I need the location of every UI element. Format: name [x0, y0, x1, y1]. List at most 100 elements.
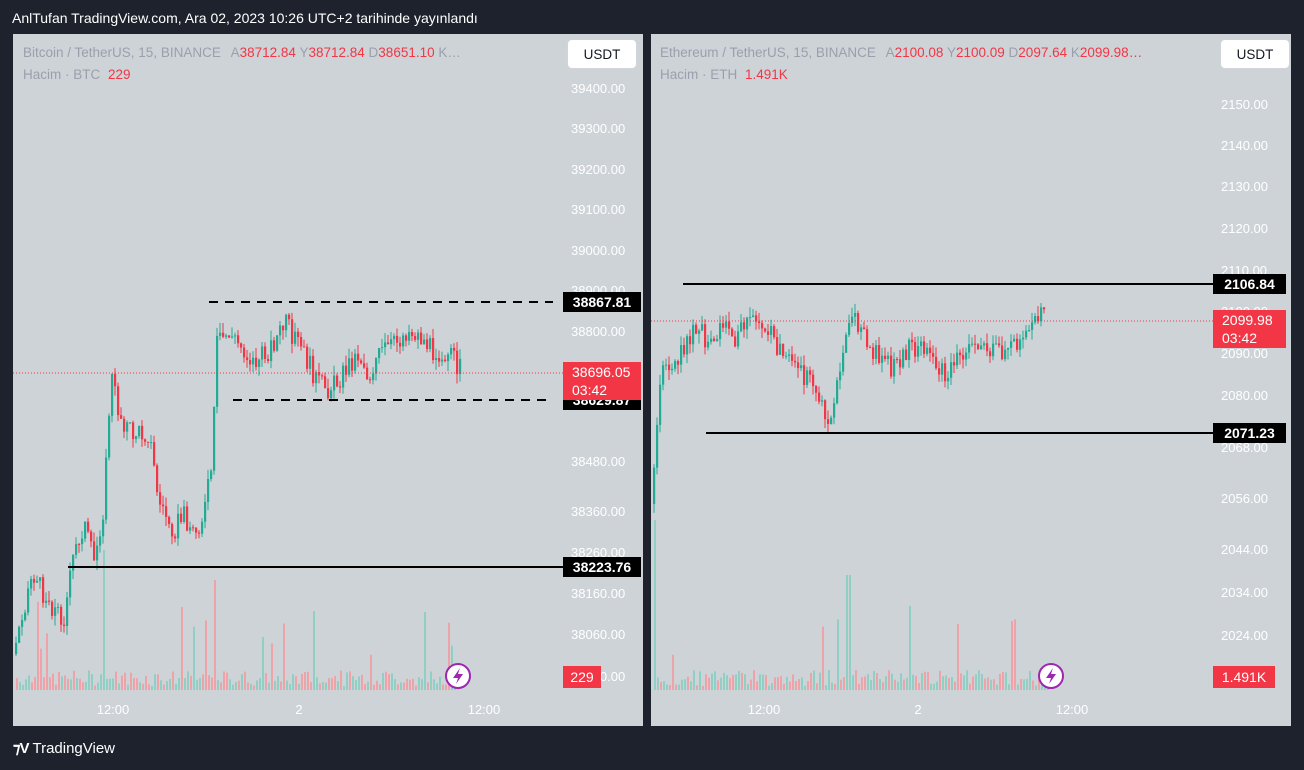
eth-currency-button[interactable]: USDT	[1220, 39, 1290, 69]
btc-volume-bar	[145, 676, 147, 690]
tradingview-logo[interactable]: ⁊V TradingView	[13, 739, 115, 757]
btc-candle-body	[324, 376, 327, 389]
btc-candle-body	[57, 606, 60, 608]
btc-candle-body	[375, 358, 378, 374]
eth-candle-body	[959, 352, 962, 356]
btc-candle-body	[315, 371, 318, 384]
btc-candle-body	[33, 578, 36, 583]
btc-candle-body	[144, 439, 147, 442]
eth-volume-bar	[1023, 679, 1025, 690]
btc-candle-body	[432, 338, 435, 360]
btc-volume-bar	[277, 676, 279, 690]
eth-candle-body	[920, 341, 923, 347]
btc-volume-bar	[226, 672, 228, 690]
btc-candle-body	[246, 357, 249, 361]
eth-candle-body	[848, 322, 851, 335]
btc-candle-body	[105, 457, 108, 520]
btc-candle-body	[402, 335, 405, 347]
eth-volume-bar	[771, 683, 773, 690]
eth-volume-bar	[963, 675, 965, 690]
eth-candle-body	[854, 313, 857, 317]
btc-candle-body	[288, 314, 291, 320]
btc-volume-bar	[415, 685, 417, 690]
eth-candle-body	[752, 315, 755, 318]
btc-candle-body	[309, 355, 312, 369]
btc-volume-badge-label: 229	[570, 669, 594, 685]
btc-legend-row: Bitcoin / TetherUS, 15, BINANCE A38712.8…	[23, 45, 461, 60]
btc-y-tick-label: 38060.00	[571, 627, 625, 642]
eth-level-badge	[1213, 274, 1286, 294]
eth-candle-body	[1004, 349, 1007, 360]
btc-candle-body	[456, 350, 459, 375]
btc-candle-body	[138, 425, 141, 437]
btc-candle-body	[429, 338, 432, 350]
btc-volume-bar	[106, 678, 108, 690]
btc-volume-bar	[406, 678, 408, 690]
btc-volume-bar	[412, 678, 414, 690]
btc-candle-body	[396, 335, 399, 343]
eth-volume-bar	[678, 684, 680, 690]
eth-candle-body	[923, 341, 926, 354]
eth-volume-bar	[936, 681, 938, 690]
eth-candle-body	[707, 341, 710, 348]
eth-candle-body	[701, 324, 704, 331]
btc-chart-panel[interactable]: 39400.00 39300.00 39200.00 39100.00 39000.00…	[13, 34, 643, 726]
eth-volume-bar	[993, 679, 995, 690]
btc-ohlc-a: 38712.84	[239, 45, 296, 60]
btc-candle-body	[384, 342, 387, 348]
btc-candle-body	[87, 521, 90, 532]
btc-candle-body	[102, 519, 105, 537]
btc-volume-bar	[142, 683, 144, 690]
eth-candle-body	[686, 336, 689, 355]
eth-chart-panel[interactable]: 2150.002140.002130.002120.002110.002100.…	[651, 34, 1291, 726]
btc-candle-body	[90, 531, 93, 542]
btc-candle-body	[282, 325, 285, 331]
btc-lightning-icon-glyph	[453, 668, 463, 684]
eth-candle-body	[974, 343, 977, 345]
btc-volume-bar	[346, 672, 348, 690]
btc-candle-body	[66, 597, 69, 627]
btc-candle-body	[114, 373, 117, 387]
btc-volume-bar	[328, 678, 330, 690]
eth-candle-body	[812, 374, 815, 387]
btc-candle-body	[258, 359, 261, 368]
eth-volume-bar	[891, 673, 893, 690]
btc-candle-body	[294, 331, 297, 344]
eth-candle-body	[836, 380, 839, 404]
eth-volume-bar	[966, 670, 968, 690]
eth-candle-body	[842, 352, 845, 372]
eth-candle-body	[944, 363, 947, 382]
eth-candle-body	[713, 338, 716, 342]
btc-volume-bar	[436, 683, 438, 690]
eth-candle-body	[809, 370, 812, 375]
btc-volume-bar	[70, 679, 72, 690]
btc-volume-bar	[223, 671, 225, 690]
eth-volume-bar	[801, 677, 803, 690]
btc-volume-bar	[163, 684, 165, 690]
eth-last-price-label: 2099.98	[1222, 312, 1273, 328]
eth-candle-body	[704, 324, 707, 348]
btc-x-tick-label: 2	[295, 702, 302, 717]
eth-chart-canvas[interactable]: 2150.002140.002130.002120.002110.002100.…	[651, 34, 1291, 726]
eth-candle-body	[1010, 341, 1013, 348]
btc-candle-body	[30, 578, 33, 589]
eth-candle-body	[1034, 316, 1037, 323]
btc-y-tick-label: 38160.00	[571, 586, 625, 601]
eth-candle-body	[866, 329, 869, 348]
eth-lightning-icon-glyph	[1046, 668, 1056, 684]
eth-candle-body	[665, 364, 668, 366]
btc-currency-button[interactable]: USDT	[567, 39, 637, 69]
eth-candle-body	[869, 347, 872, 349]
eth-volume-bar	[816, 683, 818, 690]
btc-volume-bar	[172, 671, 174, 690]
btc-y-tick-label: 39400.00	[571, 81, 625, 96]
eth-volume-bar	[726, 675, 728, 690]
btc-chart-canvas[interactable]: 39400.00 39300.00 39200.00 39100.00 39000.00…	[13, 34, 643, 726]
btc-volume-bar	[274, 680, 276, 690]
eth-volume-bar	[669, 685, 671, 690]
eth-candle-body	[968, 344, 971, 353]
eth-volume-bar	[957, 624, 959, 690]
btc-candle-body	[243, 347, 246, 358]
eth-candle-body	[860, 327, 863, 332]
publish-header: AnlTufan TradingView.com, Ara 02, 2023 1…	[12, 10, 478, 26]
